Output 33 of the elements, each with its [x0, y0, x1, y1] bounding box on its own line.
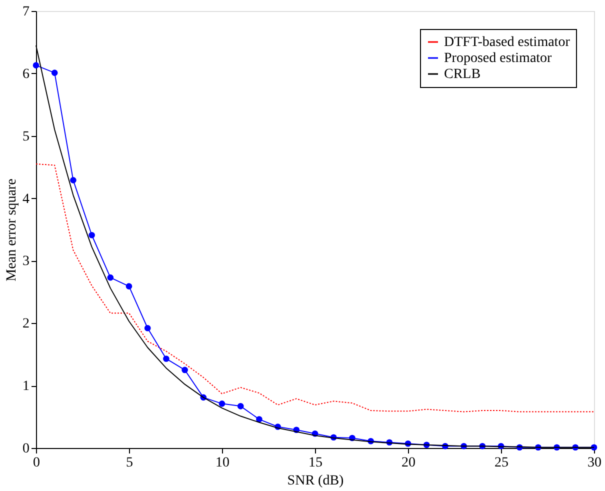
x-tick-label: 5 — [126, 456, 133, 470]
x-tick-label: 10 — [216, 456, 230, 470]
x-tick-label: 0 — [33, 456, 40, 470]
y-axis-title: Mean error square — [4, 178, 20, 282]
legend-label: CRLB — [444, 67, 481, 82]
legend-label: DTFT-based estimator — [444, 35, 570, 50]
point — [126, 283, 132, 290]
x-axis-title: SNR (dB) — [287, 474, 344, 488]
y-tick-label: 0 — [22, 442, 30, 456]
y-tick-label: 1 — [22, 379, 30, 394]
point — [144, 324, 151, 332]
y-tick-label: 7 — [22, 4, 30, 20]
x-tick-label: 15 — [308, 456, 322, 470]
legend-label: Proposed estimator — [444, 51, 552, 66]
point — [51, 70, 58, 76]
point — [182, 366, 188, 374]
x-tick-label: 30 — [588, 456, 602, 470]
y-tick-label: 3 — [22, 254, 30, 270]
y-tick-label: 2 — [22, 316, 30, 332]
point — [237, 403, 244, 410]
point — [70, 177, 76, 184]
y-tick-label: 6 — [22, 66, 30, 82]
point — [163, 356, 170, 362]
line-series — [36, 163, 594, 412]
x-tick-label: 25 — [494, 456, 508, 470]
point — [107, 274, 114, 281]
point — [218, 400, 226, 407]
y-tick-label: 4 — [22, 192, 30, 207]
point — [32, 62, 40, 68]
point — [88, 232, 95, 238]
point — [256, 416, 262, 422]
y-tick-label: 5 — [22, 129, 30, 144]
x-tick-label: 20 — [402, 456, 416, 470]
